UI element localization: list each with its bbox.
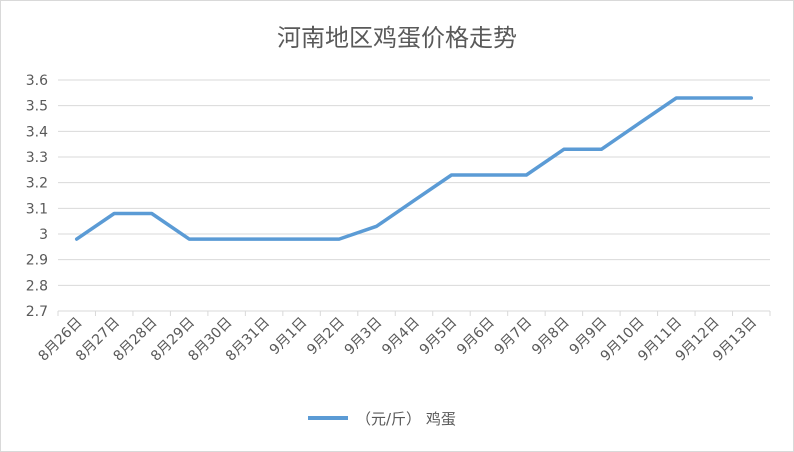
data-point xyxy=(450,173,453,176)
data-point xyxy=(413,199,416,202)
data-point xyxy=(675,96,678,99)
x-tick-label: 9月5日 xyxy=(417,315,461,359)
y-tick-label: 2.7 xyxy=(26,304,48,320)
y-tick-label: 3.4 xyxy=(26,124,48,140)
chart-title: 河南地区鸡蛋价格走势 xyxy=(277,24,517,52)
data-point xyxy=(562,148,565,151)
data-point xyxy=(75,238,78,241)
data-point xyxy=(150,212,153,215)
x-tick-label: 9月6日 xyxy=(454,315,498,359)
y-tick-label: 3.5 xyxy=(26,99,48,115)
y-tick-label: 3.3 xyxy=(26,150,48,166)
data-point xyxy=(263,238,266,241)
x-tick-label: 9月3日 xyxy=(342,315,386,359)
x-tick-label: 9月1日 xyxy=(267,315,311,359)
y-axis: 2.7 2.8 2.9 3 3.1 3.2 3.3 3.4 3.5 3.6 xyxy=(26,73,48,320)
data-point xyxy=(225,238,228,241)
data-point xyxy=(600,148,603,151)
data-point xyxy=(188,238,191,241)
y-tick-label: 3.2 xyxy=(26,176,48,192)
x-axis: 8月26日8月27日8月28日8月29日8月30日8月31日9月1日9月2日9月… xyxy=(36,311,771,365)
series-line xyxy=(74,96,754,241)
x-tick-label: 9月8日 xyxy=(529,315,573,359)
legend: （元/斤） 鸡蛋 xyxy=(308,410,456,428)
legend-label: （元/斤） 鸡蛋 xyxy=(356,410,456,428)
gridlines xyxy=(58,79,770,312)
data-point xyxy=(637,122,640,125)
x-tick-label: 9月7日 xyxy=(492,315,536,359)
y-tick-label: 2.9 xyxy=(26,253,48,269)
y-tick-label: 3.1 xyxy=(26,201,48,217)
x-tick-label: 9月2日 xyxy=(304,315,348,359)
y-tick-label: 3.6 xyxy=(26,73,48,89)
data-point xyxy=(712,96,715,99)
x-tick-label: 9月4日 xyxy=(379,315,423,359)
data-point xyxy=(113,212,116,215)
data-point xyxy=(750,96,753,99)
series-layer xyxy=(74,96,754,241)
y-tick-label: 2.8 xyxy=(26,278,48,294)
y-tick-label: 3 xyxy=(39,227,48,243)
data-point xyxy=(525,173,528,176)
data-point xyxy=(300,238,303,241)
data-point xyxy=(375,225,378,228)
data-point xyxy=(487,173,490,176)
data-point xyxy=(338,238,341,241)
